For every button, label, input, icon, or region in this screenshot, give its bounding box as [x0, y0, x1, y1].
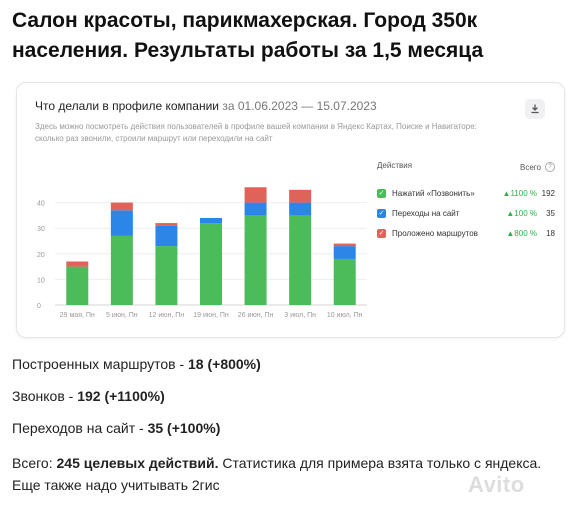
company-profile-card: Что делали в профиле компании за 01.06.2… — [16, 82, 565, 338]
chart-legend: Действия Всего ? ✓ Нажатий «Позвонить» ▲… — [377, 161, 557, 243]
x-tick-label: 10 июл, Пн — [327, 312, 363, 319]
help-icon[interactable]: ? — [545, 162, 555, 172]
stat-value: 35 (+100%) — [147, 420, 221, 436]
legend-item-total: 35 — [546, 208, 555, 218]
card-title: Что делали в профиле компании за 01.06.2… — [35, 99, 377, 113]
stat-site-visits: Переходов на сайт - 35 (+100%) — [12, 420, 220, 436]
x-tick-label: 12 июн, Пн — [149, 312, 185, 319]
bar-segment — [155, 223, 178, 226]
checkbox-icon[interactable]: ✓ — [377, 208, 386, 218]
x-tick-label: 19 июн, Пн — [193, 312, 229, 319]
legend-item-total: 192 — [541, 188, 555, 198]
bar-segment — [244, 215, 267, 305]
x-tick-label: 3 июл, Пн — [284, 312, 316, 319]
stat-label: Звонков - — [12, 388, 78, 404]
download-icon — [531, 104, 539, 114]
y-tick-label: 10 — [37, 277, 45, 284]
legend-item-name: Нажатий «Позвонить» — [392, 188, 475, 198]
bar-segment — [110, 210, 133, 236]
bar-segment — [333, 258, 356, 305]
bar-segment — [110, 202, 133, 211]
legend-item-growth: ▲1100 % — [502, 188, 537, 198]
date-range[interactable]: за 01.06.2023 — 15.07.2023 — [222, 99, 377, 113]
summary-rest: Статистика для примера взята только с ян… — [12, 455, 542, 493]
summary-text: Всего: 245 целевых действий. Статистика … — [12, 452, 560, 496]
stat-calls: Звонков - 192 (+1100%) — [12, 388, 165, 404]
avito-watermark-logo: Avito — [468, 472, 525, 497]
summary-prefix: Всего: — [12, 455, 57, 471]
bar-segment — [155, 225, 178, 247]
y-tick-label: 20 — [37, 252, 45, 259]
legend-header-total-label: Всего — [520, 162, 541, 172]
stat-routes: Построенных маршрутов - 18 (+800%) — [12, 356, 261, 372]
legend-header-total: Всего ? — [520, 161, 557, 173]
bar-segment — [289, 202, 312, 216]
bar-segment — [289, 189, 312, 203]
bar-segment — [200, 223, 222, 305]
bar-segment — [333, 246, 356, 259]
y-tick-label: 0 — [37, 303, 41, 310]
page-heading: Салон красоты, парикмахерская. Город 350… — [12, 9, 484, 62]
legend-item-name: Переходы на сайт — [392, 208, 460, 218]
actions-bar-chart: 0 10 20 30 40 29 мая, Пн 5 июн, Пн 12 июн, Пн 19… — [37, 187, 367, 319]
legend-item-routes[interactable]: ✓ Проложено маршрутов ▲800 % 18 — [377, 223, 557, 243]
bar-segment — [244, 187, 267, 203]
stat-label: Построенных маршрутов - — [12, 356, 189, 372]
legend-item-name: Проложено маршрутов — [392, 228, 478, 238]
bar-segment — [66, 266, 89, 305]
legend-header-actions: Действия — [377, 161, 413, 170]
bar-segment — [289, 215, 312, 305]
legend-item-total: 18 — [546, 228, 555, 238]
checkbox-icon[interactable]: ✓ — [377, 228, 386, 238]
stat-value: 192 (+1100%) — [77, 388, 165, 404]
card-description: Здесь можно посмотреть действия пользова… — [35, 122, 477, 143]
legend-header: Действия Всего ? — [377, 161, 557, 173]
bar-segment — [155, 246, 178, 305]
bar-segment — [66, 261, 89, 267]
x-tick-label: 29 мая, Пн — [60, 312, 95, 319]
bar-segment — [244, 202, 267, 216]
summary-bold: 245 целевых действий. — [56, 455, 219, 471]
legend-item-growth: ▲100 % — [506, 208, 537, 218]
stat-value: 18 (+800%) — [188, 356, 261, 372]
legend-item-site[interactable]: ✓ Переходы на сайт ▲100 % 35 — [377, 203, 557, 223]
legend-item-calls[interactable]: ✓ Нажатий «Позвонить» ▲1100 % 192 — [377, 183, 557, 203]
bar-segment — [110, 235, 133, 305]
bar-segment — [200, 217, 222, 224]
legend-item-growth: ▲800 % — [506, 228, 537, 238]
checkbox-icon[interactable]: ✓ — [377, 188, 386, 198]
x-tick-label: 26 июн, Пн — [238, 312, 274, 319]
x-tick-label: 5 июн, Пн — [106, 312, 138, 319]
y-tick-label: 30 — [37, 226, 45, 233]
bar-segment — [333, 243, 356, 247]
y-tick-label: 40 — [37, 201, 45, 208]
stat-label: Переходов на сайт - — [12, 420, 148, 436]
card-title-text: Что делали в профиле компании — [35, 99, 220, 113]
download-button[interactable] — [525, 99, 545, 119]
